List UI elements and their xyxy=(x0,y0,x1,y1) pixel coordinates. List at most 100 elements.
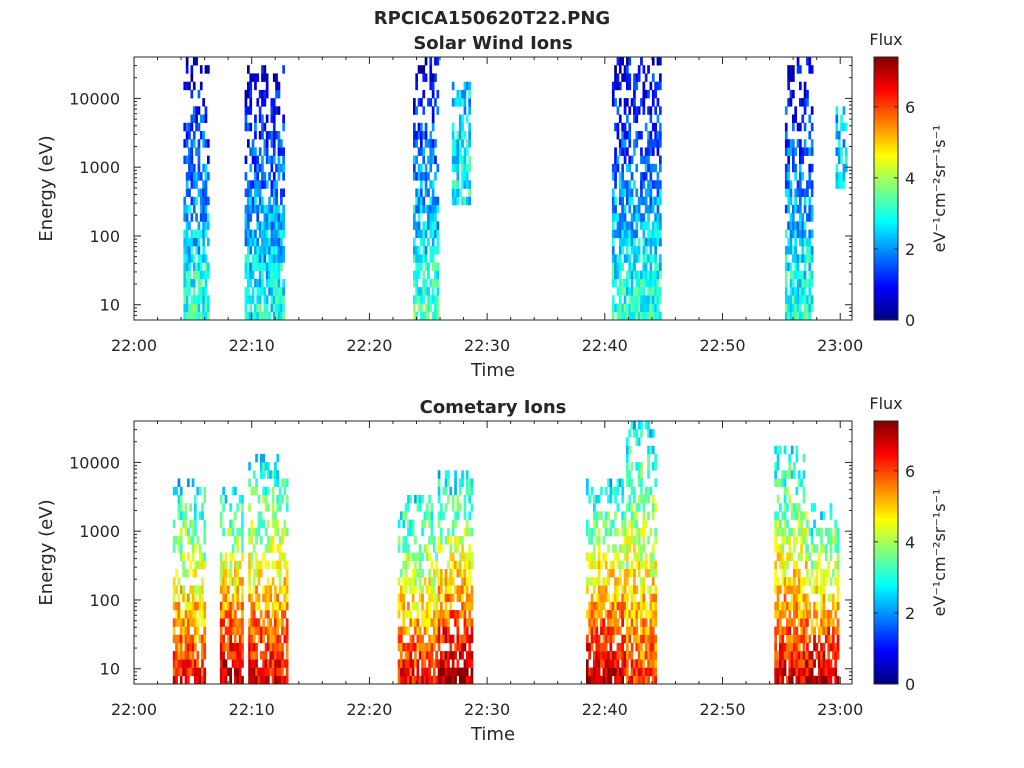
heatmap-cell xyxy=(774,527,777,537)
heatmap-cell xyxy=(607,577,610,586)
heatmap-cell xyxy=(614,577,617,586)
heatmap-cell xyxy=(618,114,622,123)
heatmap-cell xyxy=(265,147,269,156)
heatmap-cell xyxy=(600,560,603,570)
heatmap-cell xyxy=(626,147,629,156)
heatmap-cell xyxy=(270,163,274,173)
heatmap-cell xyxy=(806,188,809,197)
heatmap-cell xyxy=(637,106,641,115)
heatmap-cell xyxy=(442,626,446,635)
heatmap-cell xyxy=(433,626,436,635)
heatmap-cell xyxy=(224,601,228,611)
heatmap-cell xyxy=(257,634,261,644)
heatmap-cell xyxy=(197,287,201,296)
heatmap-cell xyxy=(637,536,641,545)
heatmap-cell xyxy=(795,536,799,545)
heatmap-cell xyxy=(776,667,780,677)
heatmap-cell xyxy=(820,618,823,627)
heatmap-cell xyxy=(270,98,274,107)
heatmap-cell xyxy=(656,311,660,321)
heatmap-cell xyxy=(265,131,269,140)
heatmap-cell xyxy=(779,651,782,660)
heatmap-cell xyxy=(647,213,650,222)
heatmap-cell xyxy=(222,659,225,668)
x-tick-label: 22:30 xyxy=(464,700,510,719)
heatmap-cell xyxy=(436,196,440,206)
heatmap-cell xyxy=(262,593,265,603)
heatmap-cell xyxy=(202,114,205,123)
heatmap-cell xyxy=(779,585,782,594)
heatmap-cell xyxy=(797,519,801,529)
heatmap-cell xyxy=(470,618,474,627)
heatmap-cell xyxy=(590,634,594,644)
heatmap-cell xyxy=(829,536,833,545)
heatmap-cell xyxy=(590,536,594,545)
heatmap-cell xyxy=(254,196,257,206)
heatmap-cell xyxy=(458,478,462,487)
heatmap-cell xyxy=(429,163,433,173)
heatmap-cell xyxy=(593,634,596,644)
heatmap-cell xyxy=(420,229,423,239)
heatmap-cell xyxy=(259,511,263,520)
heatmap-cell xyxy=(241,527,244,537)
heatmap-cell xyxy=(637,544,641,553)
heatmap-cell xyxy=(810,503,814,512)
heatmap-cell xyxy=(192,229,196,239)
heatmap-cell xyxy=(779,601,782,611)
heatmap-cell xyxy=(264,527,268,537)
heatmap-cell xyxy=(199,81,203,91)
heatmap-cell xyxy=(415,246,418,255)
heatmap-cell xyxy=(442,618,446,627)
heatmap-cell xyxy=(801,114,805,123)
heatmap-cell xyxy=(429,246,433,255)
heatmap-cell xyxy=(800,478,803,487)
heatmap-cell xyxy=(424,246,428,255)
heatmap-cell xyxy=(434,73,437,82)
heatmap-cell xyxy=(415,311,418,321)
heatmap-cell xyxy=(463,585,467,594)
heatmap-cell xyxy=(249,229,253,239)
heatmap-cell xyxy=(271,675,275,685)
heatmap-cell xyxy=(204,114,208,123)
heatmap-cell xyxy=(451,81,455,91)
heatmap-cell xyxy=(397,634,401,644)
heatmap-cell xyxy=(241,544,244,553)
heatmap-cell xyxy=(207,213,210,222)
heatmap-cell xyxy=(207,237,210,247)
heatmap-cell xyxy=(198,486,202,496)
heatmap-cell xyxy=(248,503,251,512)
heatmap-cell xyxy=(454,536,457,545)
heatmap-cell xyxy=(792,122,795,132)
heatmap-cell xyxy=(795,675,799,685)
heatmap-cell xyxy=(609,568,613,578)
heatmap-cell xyxy=(427,311,430,321)
heatmap-cell xyxy=(271,486,275,496)
heatmap-cell xyxy=(420,196,423,206)
heatmap-cell xyxy=(808,114,812,123)
colorbar-title: Flux xyxy=(869,394,902,413)
heatmap-cell xyxy=(277,254,281,263)
heatmap-cell xyxy=(179,651,183,660)
heatmap-cell xyxy=(250,626,254,635)
heatmap-cell xyxy=(409,667,413,677)
heatmap-cell xyxy=(251,270,255,280)
heatmap-cell xyxy=(824,659,828,668)
heatmap-cell xyxy=(422,172,426,181)
heatmap-cell xyxy=(202,311,205,321)
heatmap-cell xyxy=(415,172,418,181)
heatmap-cell xyxy=(611,221,615,230)
heatmap-cell xyxy=(251,295,255,304)
heatmap-cell xyxy=(789,147,793,156)
heatmap-cell xyxy=(183,204,187,214)
heatmap-cell xyxy=(793,585,796,594)
heatmap-cell xyxy=(824,610,828,619)
heatmap-cell xyxy=(236,560,240,570)
heatmap-cell xyxy=(202,213,205,222)
heatmap-cell xyxy=(456,626,460,635)
heatmap-cell xyxy=(468,634,471,644)
heatmap-cell xyxy=(281,651,284,660)
heatmap-cell xyxy=(175,618,178,627)
heatmap-cell xyxy=(597,495,601,504)
heatmap-cell xyxy=(618,229,622,239)
heatmap-cell xyxy=(463,131,467,140)
